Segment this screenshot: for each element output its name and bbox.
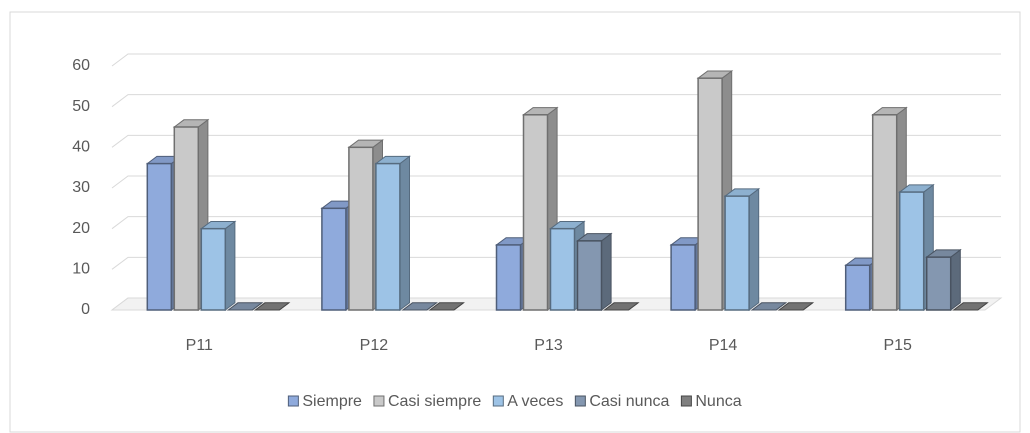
y-tick-label: 40: [72, 139, 90, 156]
legend-swatch: [680, 395, 692, 407]
bar-front: [898, 191, 925, 311]
legend-swatch: [287, 395, 299, 407]
bar-front: [495, 244, 522, 311]
bar-front: [844, 264, 871, 311]
bar: [401, 302, 438, 311]
bar-front: [321, 207, 347, 311]
grid-line: [111, 53, 1001, 67]
x-tick-label: P14: [709, 337, 738, 354]
bar-front: [200, 227, 227, 311]
bar-side: [224, 220, 236, 312]
x-tick-label: P11: [186, 337, 213, 354]
bar: [777, 302, 815, 311]
legend-label: A veces: [507, 393, 563, 410]
bar-side: [950, 248, 961, 312]
legend-swatch: [574, 395, 586, 407]
bar-top: [603, 302, 640, 311]
bar-top: [401, 302, 438, 311]
bar-front: [576, 240, 603, 311]
bar: [723, 187, 761, 311]
y-tick-label: 50: [72, 98, 90, 115]
y-tick-label: 0: [81, 301, 90, 318]
y-tick-label: 20: [72, 220, 90, 237]
legend-label: Casi nunca: [589, 393, 669, 410]
legend-label: Nunca: [695, 393, 741, 410]
x-tick-label: P12: [360, 337, 389, 354]
legend-swatch: [373, 395, 385, 407]
bar-top: [750, 302, 788, 311]
bar: [750, 302, 788, 311]
bar-top: [253, 302, 291, 311]
bar: [925, 248, 962, 312]
bar-side: [399, 155, 410, 312]
legend-swatch: [492, 395, 504, 407]
bar-side: [748, 187, 760, 311]
x-tick-label: P13: [534, 337, 563, 354]
bar-front: [670, 244, 696, 311]
bar: [428, 302, 465, 311]
bar: [199, 220, 237, 312]
bar-front: [375, 162, 401, 311]
bar-top: [952, 302, 989, 311]
y-tick-label: 60: [72, 57, 90, 74]
bar: [226, 302, 264, 311]
bar-front: [522, 114, 549, 311]
bar: [374, 155, 411, 312]
bar: [952, 302, 989, 311]
bar-top: [777, 302, 815, 311]
y-tick-label: 10: [72, 261, 90, 278]
bar-top: [428, 302, 465, 311]
bar-front: [173, 126, 200, 311]
bar: [576, 232, 613, 312]
bar-front: [146, 162, 173, 311]
bar: [603, 302, 640, 311]
bar-front: [925, 256, 952, 311]
bar-side: [601, 232, 612, 312]
legend-label: Siempre: [302, 393, 362, 410]
x-tick-label: P15: [883, 337, 912, 354]
bar: [253, 302, 291, 311]
bar-front: [724, 195, 750, 311]
bar-front: [871, 114, 898, 311]
bar-top: [226, 302, 264, 311]
bar-front: [549, 227, 576, 311]
bar-front: [348, 146, 374, 311]
y-tick-label: 30: [72, 179, 90, 196]
legend-label: Casi siempre: [388, 393, 481, 410]
bar-front: [697, 77, 723, 311]
